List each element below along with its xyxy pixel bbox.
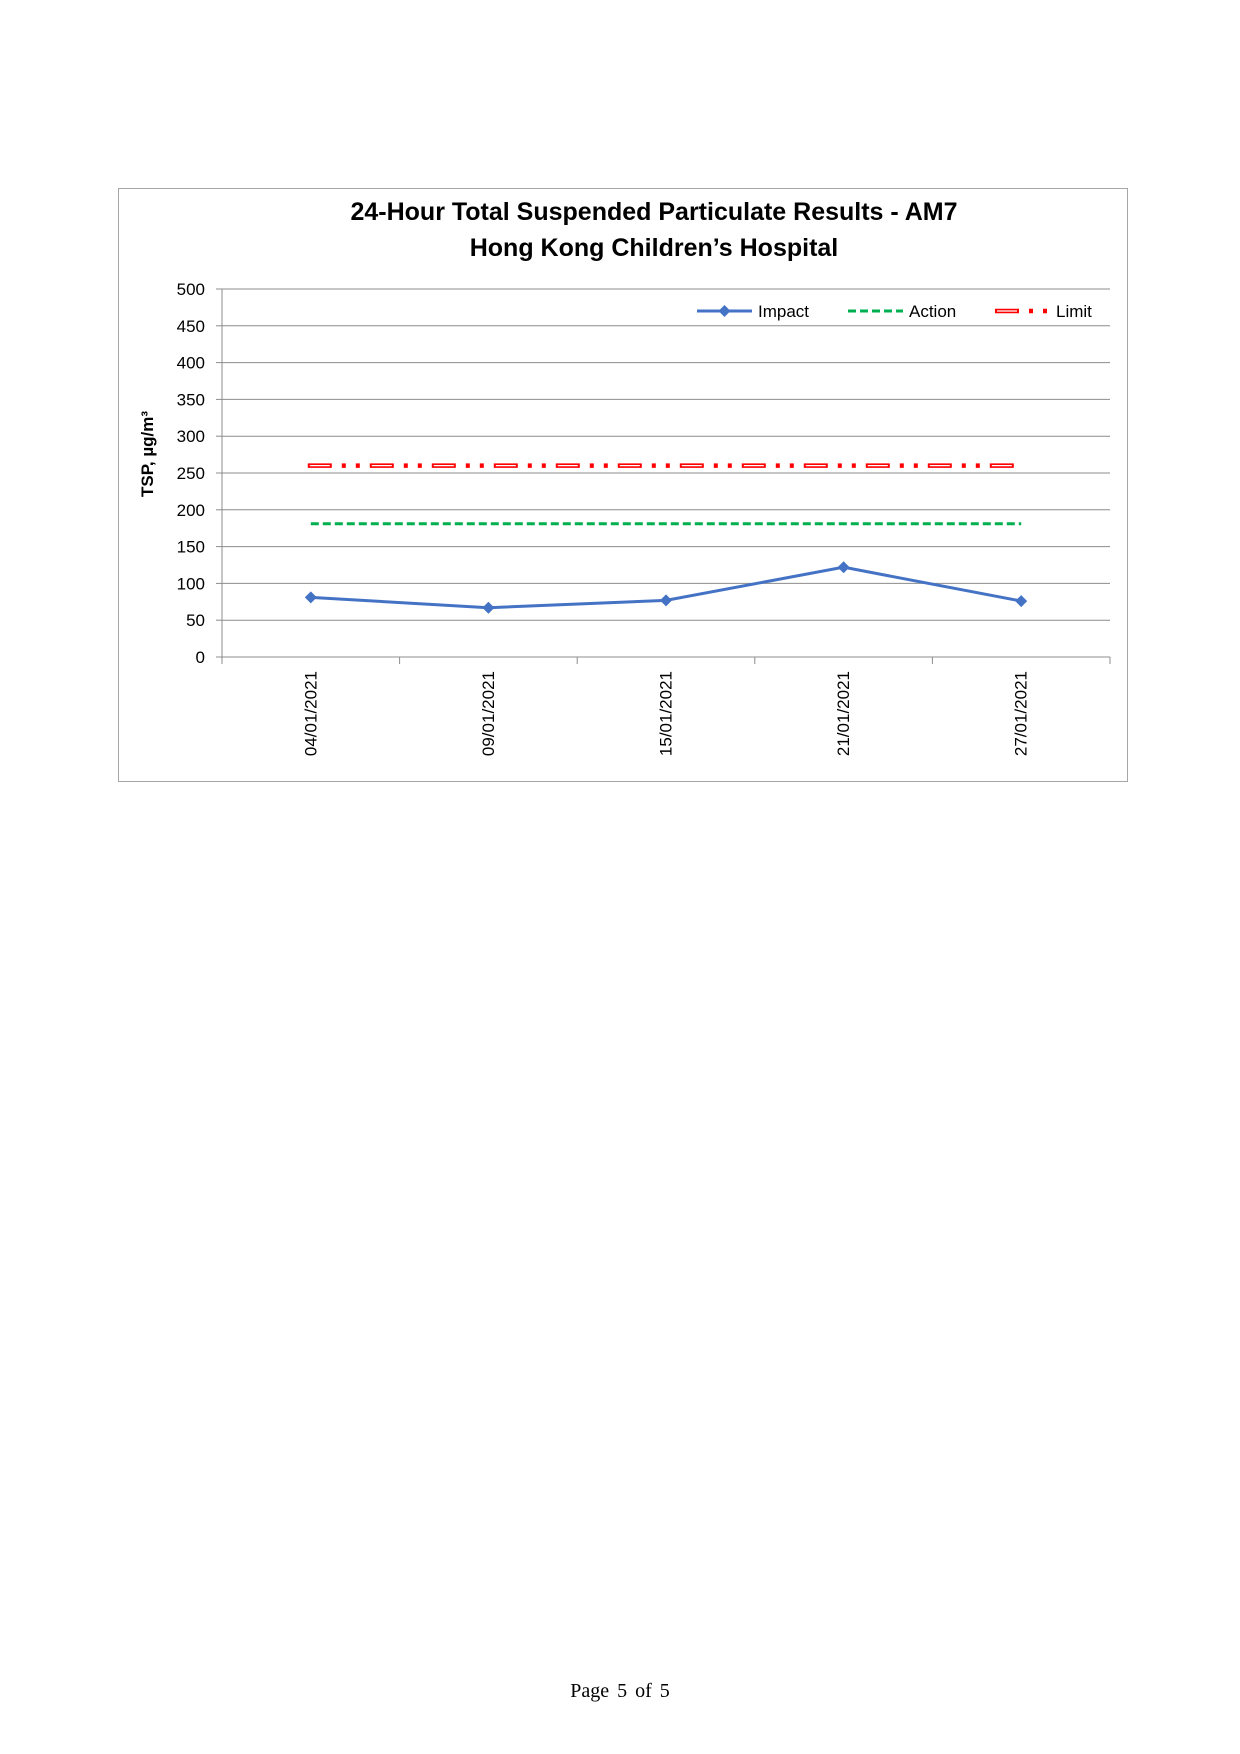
y-tick-label: 350 (177, 390, 205, 409)
y-tick-label: 200 (177, 501, 205, 520)
x-tick-label: 27/01/2021 (1012, 671, 1031, 756)
legend-label: Action (909, 302, 956, 321)
axes: 0 50 100 150 200 250 300 350 400 450 500 04/01/2021… (177, 280, 1111, 756)
legend-item: Action (848, 302, 956, 321)
y-tick-label: 400 (177, 354, 205, 373)
footer-of-word: of (635, 1680, 652, 1702)
page-footer: Page 5 of 5 (0, 1680, 1240, 1703)
y-tick-label: 0 (196, 648, 205, 667)
impact-data-point (304, 591, 317, 604)
y-tick-label: 300 (177, 427, 205, 446)
footer-page-word: Page (570, 1680, 610, 1702)
legend-item: Impact (697, 302, 809, 321)
impact-data-point (837, 561, 850, 574)
legend-item: Limit (995, 302, 1092, 321)
legend: Impact Action Limit (697, 302, 1092, 321)
y-tick-label: 100 (177, 574, 205, 593)
chart-subtitle: Hong Kong Children’s Hospital (470, 234, 839, 262)
legend-marker (718, 305, 731, 317)
y-tick-label: 150 (177, 538, 205, 557)
y-tick-label: 450 (177, 317, 205, 336)
impact-data-point (1015, 595, 1028, 608)
x-tick-label: 04/01/2021 (301, 671, 320, 756)
y-tick-label: 500 (177, 280, 205, 299)
series-layer (304, 463, 1028, 614)
y-axis-label: TSP, µg/m³ (138, 411, 157, 497)
y-tick-label: 50 (186, 611, 205, 630)
impact-data-point (660, 594, 672, 607)
legend-label: Limit (1056, 302, 1092, 321)
gridlines (222, 288, 1110, 621)
chart-title: 24-Hour Total Suspended Particulate Resu… (350, 198, 957, 226)
legend-label: Impact (758, 302, 809, 321)
y-tick-label: 250 (177, 464, 205, 483)
footer-page-number: 5 (617, 1680, 628, 1702)
x-tick-label: 09/01/2021 (479, 671, 498, 756)
x-tick-label: 15/01/2021 (657, 671, 676, 756)
impact-data-point (482, 601, 495, 614)
footer-page-total: 5 (659, 1680, 670, 1702)
chart-frame (118, 188, 1128, 782)
x-tick-label: 21/01/2021 (834, 671, 853, 756)
